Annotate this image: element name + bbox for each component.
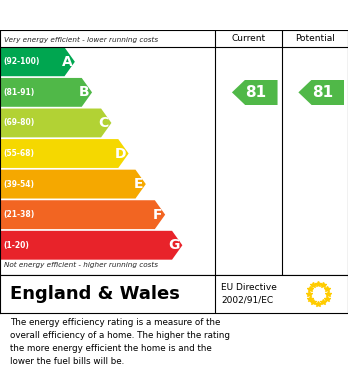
Text: F: F (153, 208, 163, 222)
Polygon shape (232, 79, 278, 105)
Text: Potential: Potential (295, 34, 335, 43)
Polygon shape (0, 200, 165, 229)
Text: (21-38): (21-38) (4, 210, 35, 219)
Text: C: C (98, 116, 109, 130)
Text: A: A (62, 55, 72, 69)
Polygon shape (0, 139, 129, 168)
Text: England & Wales: England & Wales (10, 285, 180, 303)
Polygon shape (0, 109, 111, 137)
Polygon shape (0, 78, 92, 107)
Text: Current: Current (231, 34, 266, 43)
Text: (39-54): (39-54) (4, 179, 35, 188)
Text: Very energy efficient - lower running costs: Very energy efficient - lower running co… (4, 37, 158, 43)
Text: B: B (79, 85, 89, 99)
Text: The energy efficiency rating is a measure of the
overall efficiency of a home. T: The energy efficiency rating is a measur… (10, 318, 230, 366)
Text: (81-91): (81-91) (4, 88, 35, 97)
Polygon shape (0, 231, 182, 260)
Polygon shape (298, 79, 344, 105)
Text: Not energy efficient - higher running costs: Not energy efficient - higher running co… (4, 262, 158, 268)
Polygon shape (0, 47, 75, 76)
Text: E: E (134, 177, 143, 191)
Text: Energy Efficiency Rating: Energy Efficiency Rating (10, 6, 239, 24)
Text: 81: 81 (312, 85, 333, 100)
Text: (69-80): (69-80) (4, 118, 35, 127)
Text: (55-68): (55-68) (4, 149, 35, 158)
Text: G: G (168, 238, 180, 252)
Polygon shape (0, 170, 146, 199)
Text: EU Directive
2002/91/EC: EU Directive 2002/91/EC (221, 283, 277, 304)
Text: D: D (114, 147, 126, 161)
Text: (1-20): (1-20) (4, 241, 30, 250)
Text: (92-100): (92-100) (4, 57, 40, 66)
Text: 81: 81 (245, 85, 267, 100)
